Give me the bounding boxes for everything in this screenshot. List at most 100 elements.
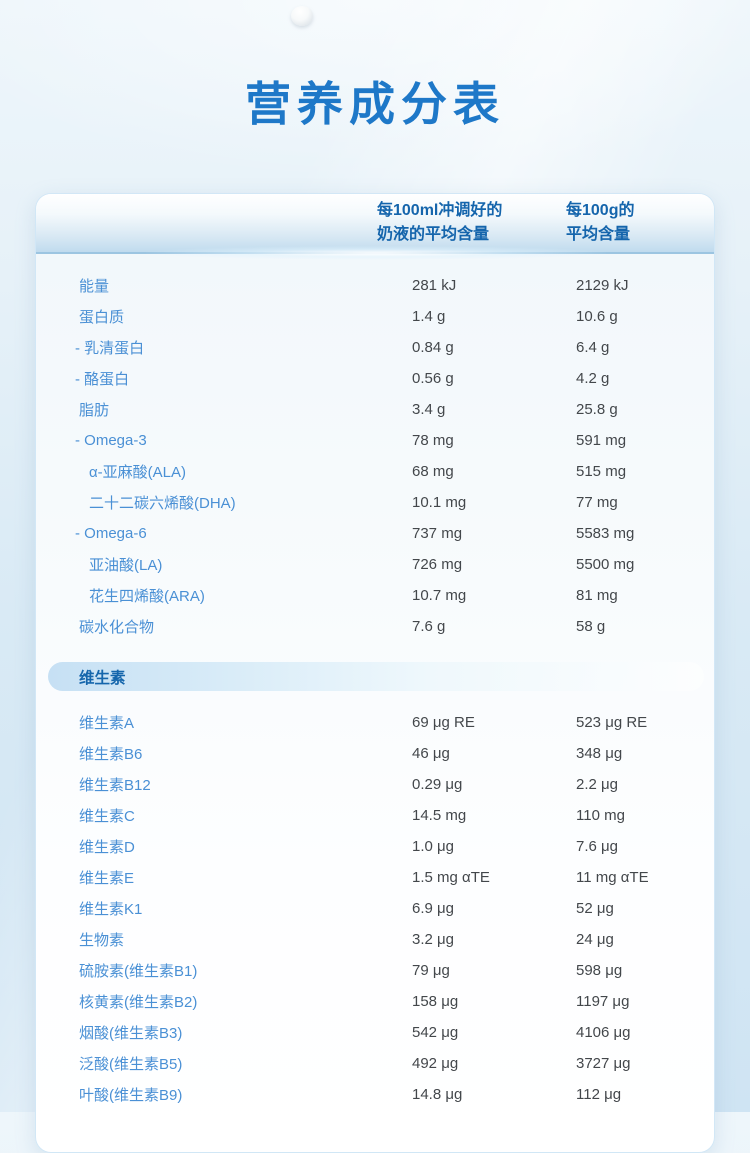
table-row: 维生素C 14.5 mg 110 mg: [36, 800, 714, 831]
row-value-per-100g: 52 μg: [576, 900, 614, 917]
row-label: 维生素C: [79, 808, 135, 825]
row-label: - Omega-3: [75, 432, 147, 449]
table-row: - 乳清蛋白 0.84 g 6.4 g: [36, 332, 714, 363]
table-row: 叶酸(维生素B9) 14.8 μg 112 μg: [36, 1079, 714, 1110]
row-value-per-100ml: 542 μg: [412, 1024, 459, 1041]
row-value-per-100ml: 10.1 mg: [412, 494, 467, 511]
row-value-per-100ml: 6.9 μg: [412, 900, 455, 917]
row-label: 烟酸(维生素B3): [79, 1025, 183, 1042]
row-value-per-100ml: 726 mg: [412, 556, 463, 573]
row-value-per-100ml: 1.4 g: [412, 308, 446, 325]
row-label: 生物素: [79, 932, 125, 949]
row-value-per-100ml: 14.5 mg: [412, 807, 467, 824]
droplet-icon: [291, 6, 313, 26]
table-body: 能量 281 kJ 2129 kJ 蛋白质 1.4 g 10.6 g - 乳清蛋白 0.84 …: [36, 254, 714, 1110]
row-label: 蛋白质: [79, 309, 125, 326]
row-label: 花生四烯酸(ARA): [89, 588, 205, 605]
row-label: α-亚麻酸(ALA): [89, 464, 187, 481]
table-row: 维生素B6 46 μg 348 μg: [36, 738, 714, 769]
table-row: 维生素B12 0.29 μg 2.2 μg: [36, 769, 714, 800]
column-header-line: 每100g的: [566, 202, 635, 219]
table-row: 维生素K1 6.9 μg 52 μg: [36, 893, 714, 924]
row-value-per-100g: 1197 μg: [576, 993, 630, 1010]
column-header-per-100g: 每100g的 平均含量: [566, 199, 714, 247]
row-value-per-100ml: 281 kJ: [412, 277, 457, 294]
section-header-vitamins: 维生素: [48, 662, 704, 691]
row-label: 维生素K1: [79, 901, 143, 918]
row-value-per-100g: 5583 mg: [576, 525, 635, 542]
row-value-per-100ml: 10.7 mg: [412, 587, 467, 604]
row-label: 维生素D: [79, 839, 135, 856]
row-label: 碳水化合物: [79, 619, 155, 636]
row-value-per-100g: 112 μg: [576, 1086, 622, 1103]
row-value-per-100ml: 7.6 g: [412, 618, 446, 635]
row-label: 硫胺素(维生素B1): [79, 963, 198, 980]
row-label: 维生素B12: [79, 777, 151, 794]
row-value-per-100g: 598 μg: [576, 962, 623, 979]
vitamin-rows: 维生素A 69 μg RE 523 μg RE 维生素B6 46 μg 348 μg 维生素…: [36, 707, 714, 1110]
table-row: 蛋白质 1.4 g 10.6 g: [36, 301, 714, 332]
row-label: 核黄素(维生素B2): [79, 994, 198, 1011]
row-label: 能量: [79, 278, 110, 295]
row-value-per-100ml: 3.4 g: [412, 401, 446, 418]
table-row: 硫胺素(维生素B1) 79 μg 598 μg: [36, 955, 714, 986]
row-value-per-100g: 7.6 μg: [576, 838, 619, 855]
nutrition-table-card: 每100ml冲调好的 奶液的平均含量 每100g的 平均含量 能量 281 kJ 2…: [35, 193, 715, 1153]
table-row: 亚油酸(LA) 726 mg 5500 mg: [36, 549, 714, 580]
column-header-line: 每100ml冲调好的: [377, 202, 503, 219]
row-label: 亚油酸(LA): [89, 557, 163, 574]
table-row: 泛酸(维生素B5) 492 μg 3727 μg: [36, 1048, 714, 1079]
table-row: 脂肪 3.4 g 25.8 g: [36, 394, 714, 425]
row-value-per-100g: 11 mg αTE: [576, 869, 649, 886]
row-value-per-100ml: 78 mg: [412, 432, 454, 449]
column-header-per-100ml: 每100ml冲调好的 奶液的平均含量: [377, 199, 576, 247]
row-label: 二十二碳六烯酸(DHA): [89, 495, 236, 512]
row-value-per-100g: 81 mg: [576, 587, 618, 604]
row-label: 泛酸(维生素B5): [79, 1056, 183, 1073]
row-value-per-100ml: 68 mg: [412, 463, 454, 480]
row-value-per-100ml: 46 μg: [412, 745, 450, 762]
row-value-per-100ml: 0.56 g: [412, 370, 454, 387]
row-label: 维生素B6: [79, 746, 143, 763]
row-value-per-100ml: 69 μg RE: [412, 714, 475, 731]
page-title: 营养成分表: [245, 78, 505, 130]
row-label: - 酪蛋白: [75, 371, 130, 388]
table-row: α-亚麻酸(ALA) 68 mg 515 mg: [36, 456, 714, 487]
row-value-per-100ml: 0.29 μg: [412, 776, 463, 793]
table-header: 每100ml冲调好的 奶液的平均含量 每100g的 平均含量: [36, 194, 714, 260]
row-value-per-100g: 25.8 g: [576, 401, 618, 418]
row-label: 脂肪: [79, 402, 110, 419]
row-value-per-100g: 523 μg RE: [576, 714, 648, 731]
table-row: - 酪蛋白 0.56 g 4.2 g: [36, 363, 714, 394]
row-value-per-100ml: 492 μg: [412, 1055, 459, 1072]
table-row: 二十二碳六烯酸(DHA) 10.1 mg 77 mg: [36, 487, 714, 518]
row-value-per-100g: 5500 mg: [576, 556, 635, 573]
row-value-per-100ml: 3.2 μg: [412, 931, 455, 948]
row-value-per-100g: 110 mg: [576, 807, 625, 824]
table-row: 维生素D 1.0 μg 7.6 μg: [36, 831, 714, 862]
row-value-per-100g: 24 μg: [576, 931, 614, 948]
row-value-per-100ml: 158 μg: [412, 993, 459, 1010]
row-label: 叶酸(维生素B9): [79, 1087, 183, 1104]
row-value-per-100g: 3727 μg: [576, 1055, 631, 1072]
row-value-per-100g: 515 mg: [576, 463, 627, 480]
row-value-per-100ml: 737 mg: [412, 525, 463, 542]
row-value-per-100g: 2.2 μg: [576, 776, 619, 793]
row-value-per-100g: 2129 kJ: [576, 277, 629, 294]
table-row: - Omega-6 737 mg 5583 mg: [36, 518, 714, 549]
macronutrient-rows: 能量 281 kJ 2129 kJ 蛋白质 1.4 g 10.6 g - 乳清蛋白 0.84 …: [36, 270, 714, 642]
row-label: 维生素E: [79, 870, 135, 887]
row-value-per-100g: 4.2 g: [576, 370, 610, 387]
row-label: 维生素A: [79, 715, 135, 732]
table-row: 花生四烯酸(ARA) 10.7 mg 81 mg: [36, 580, 714, 611]
table-row: 碳水化合物 7.6 g 58 g: [36, 611, 714, 642]
row-value-per-100g: 58 g: [576, 618, 606, 635]
row-value-per-100ml: 1.5 mg αTE: [412, 869, 490, 886]
row-value-per-100g: 348 μg: [576, 745, 623, 762]
table-row: 烟酸(维生素B3) 542 μg 4106 μg: [36, 1017, 714, 1048]
column-header-line: 奶液的平均含量: [377, 226, 490, 243]
row-value-per-100g: 10.6 g: [576, 308, 618, 325]
column-header-line: 平均含量: [566, 226, 631, 243]
row-value-per-100ml: 1.0 μg: [412, 838, 455, 855]
table-row: 生物素 3.2 μg 24 μg: [36, 924, 714, 955]
